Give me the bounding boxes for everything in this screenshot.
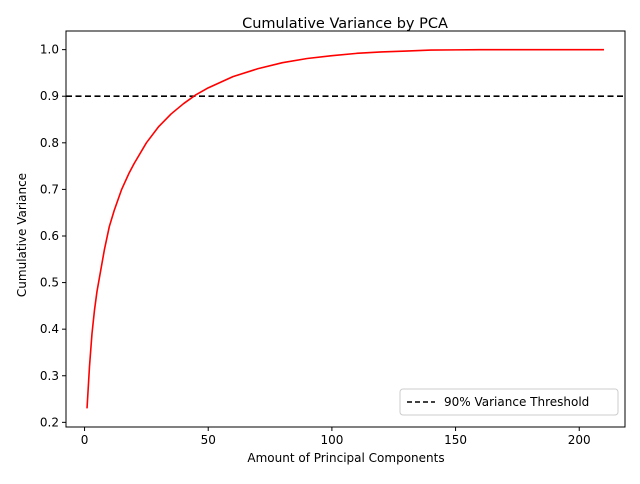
y-tick-label: 0.7 bbox=[40, 182, 59, 196]
y-tick-label: 0.8 bbox=[40, 136, 59, 150]
chart-title: Cumulative Variance by PCA bbox=[242, 16, 448, 32]
y-axis: 0.2 0.3 0.4 0.5 0.6 0.7 0.8 0.9 1.0 bbox=[40, 43, 66, 429]
y-tick-label: 0.5 bbox=[40, 276, 59, 290]
legend-threshold-label: 90% Variance Threshold bbox=[444, 395, 589, 409]
series-layer bbox=[86, 48, 604, 409]
y-tick-label: 1.0 bbox=[40, 43, 59, 57]
y-tick-label: 0.4 bbox=[40, 322, 59, 336]
y-tick-label: 0.3 bbox=[40, 369, 59, 383]
x-axis: 0 50 100 150 200 bbox=[81, 427, 591, 447]
y-tick-label: 0.9 bbox=[40, 89, 59, 103]
y-tick-label: 0.2 bbox=[40, 415, 59, 429]
x-tick-label: 100 bbox=[320, 433, 343, 447]
y-tick-label: 0.6 bbox=[40, 229, 59, 243]
x-axis-label: Amount of Principal Components bbox=[247, 451, 444, 465]
series-line bbox=[86, 48, 604, 409]
plot-area-frame bbox=[65, 30, 626, 428]
x-tick-label: 0 bbox=[81, 433, 89, 447]
x-tick-label: 150 bbox=[444, 433, 467, 447]
x-tick-label: 200 bbox=[568, 433, 591, 447]
x-tick-label: 50 bbox=[201, 433, 216, 447]
y-axis-label: Cumulative Variance bbox=[15, 173, 29, 297]
legend: 90% Variance Threshold bbox=[399, 388, 619, 416]
legend-box bbox=[399, 388, 619, 416]
